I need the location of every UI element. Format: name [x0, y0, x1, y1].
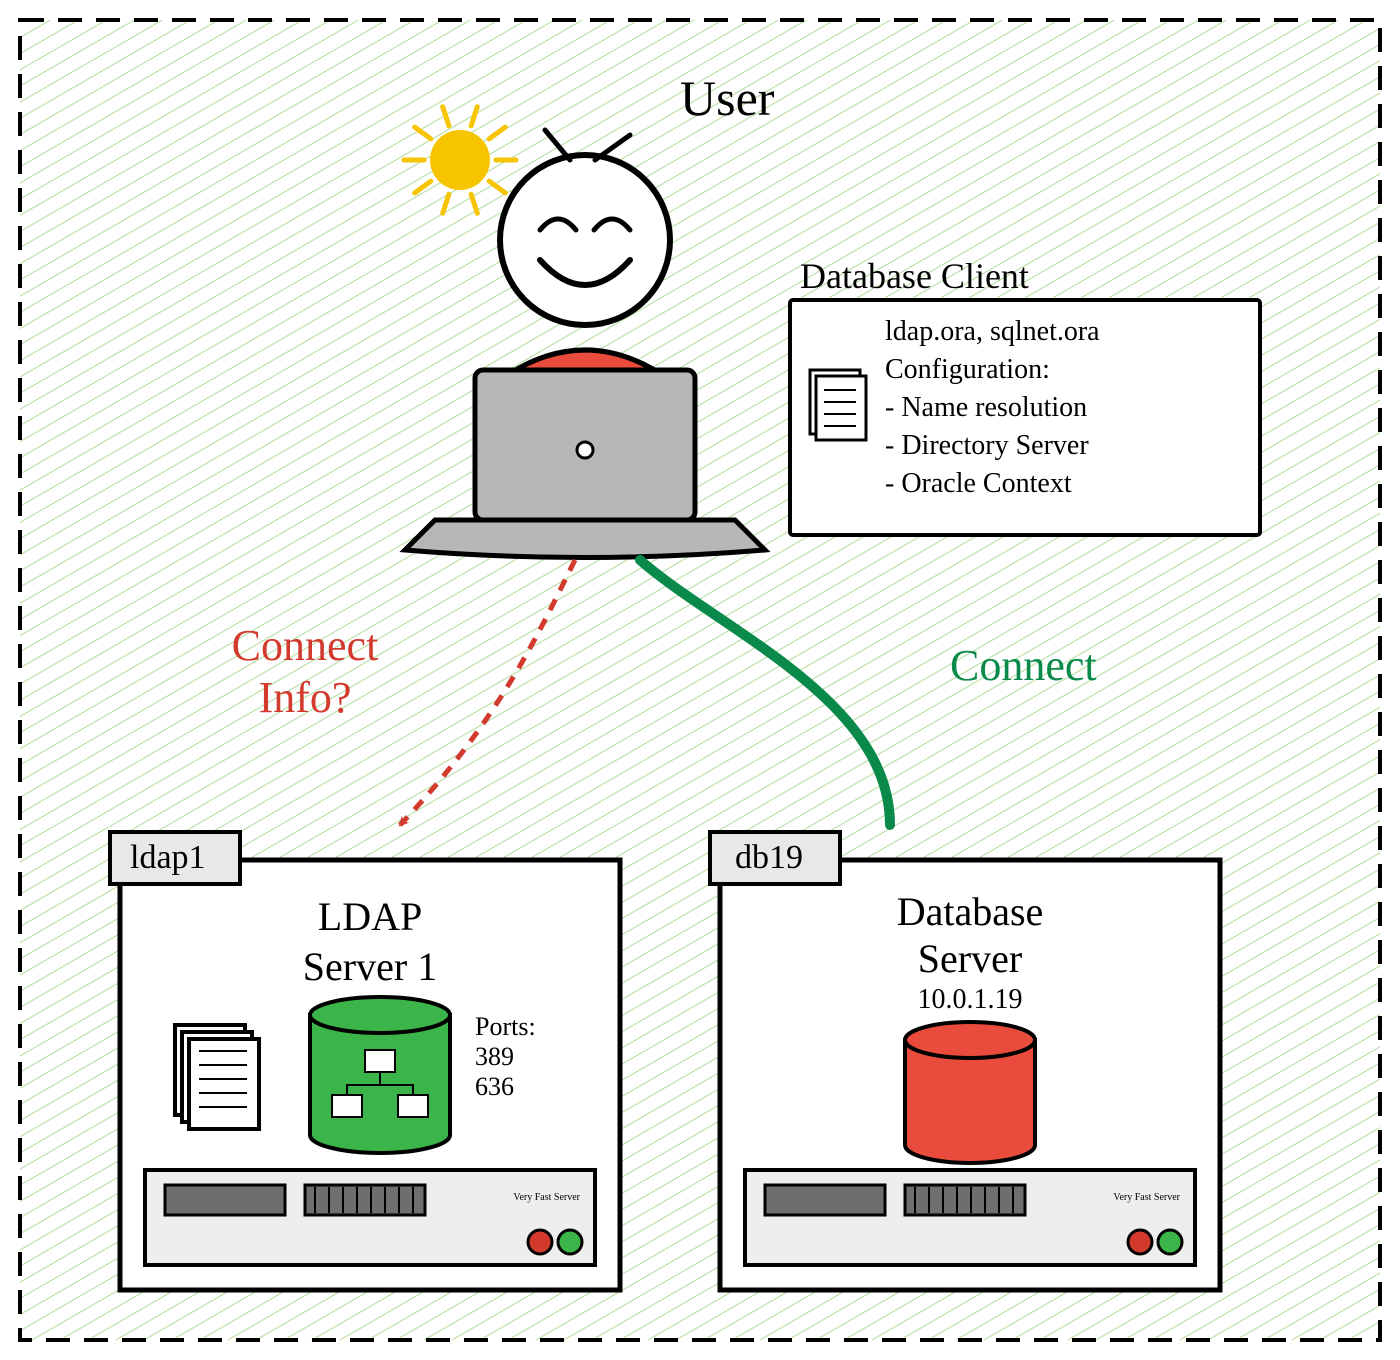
tree-node-icon: [365, 1050, 395, 1072]
database-server-box: db19 DatabaseServer10.0.1.19 Very Fast Ser…: [710, 832, 1220, 1290]
client-title: Database Client: [800, 256, 1029, 296]
client-config-line: Configuration:: [885, 354, 1050, 385]
ldap-server-box: ldap1 LDAP Server 1 Ports:389636 Very Fast S…: [110, 832, 620, 1290]
db-tag: db19: [735, 839, 803, 876]
ldap-title-1: LDAP: [318, 894, 422, 939]
client-config-line: - Directory Server: [885, 430, 1089, 461]
client-config-line: ldap.ora, sqlnet.ora: [885, 316, 1100, 347]
ldap-tag: ldap1: [130, 839, 206, 876]
client-config-line: - Name resolution: [885, 392, 1087, 423]
document-icon: [189, 1039, 259, 1129]
db-ip: 10.0.1.19: [918, 984, 1023, 1015]
led-green-icon: [1158, 1230, 1182, 1254]
server-label: Very Fast Server: [1113, 1192, 1180, 1203]
led-red-icon: [1128, 1230, 1152, 1254]
user-title: User: [680, 70, 775, 126]
port-value: 636: [475, 1072, 514, 1101]
port-value: 389: [475, 1042, 514, 1071]
document-icon: [816, 376, 866, 440]
server-label: Very Fast Server: [513, 1192, 580, 1203]
edge-connect-info-label: Info?: [259, 673, 352, 722]
edge-connect-info-label: Connect: [232, 621, 379, 670]
ldap-title-2: Server 1: [303, 944, 437, 989]
led-green-icon: [558, 1230, 582, 1254]
led-red-icon: [528, 1230, 552, 1254]
ports-label: Ports:: [475, 1012, 536, 1041]
db-title-1: Database: [897, 889, 1044, 934]
edge-connect-label: Connect: [950, 641, 1097, 690]
client-config-line: - Oracle Context: [885, 468, 1072, 499]
db-title-2: Server: [918, 936, 1022, 981]
